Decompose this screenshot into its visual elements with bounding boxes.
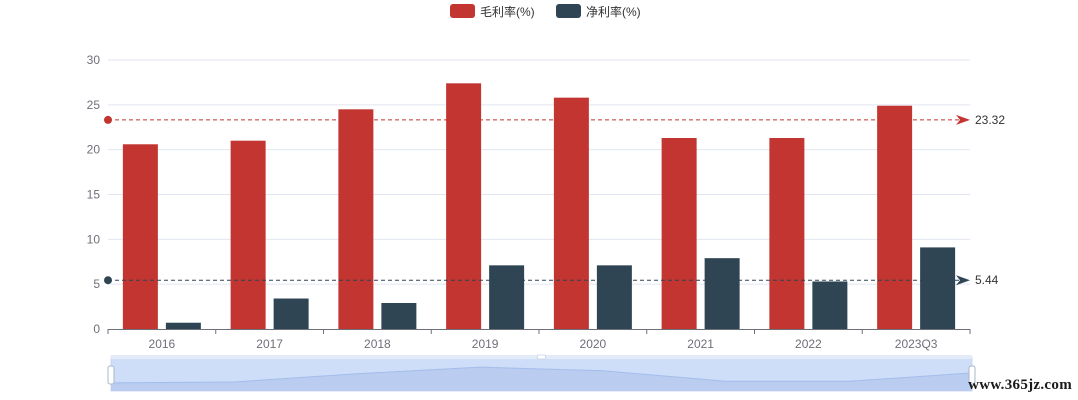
x-tick-label: 2018 <box>364 337 391 351</box>
legend-label: 毛利率(%) <box>480 4 535 19</box>
data-zoom-slider[interactable] <box>107 354 976 392</box>
x-tick-label: 2021 <box>687 337 714 351</box>
mark-line-0: 23.32 <box>104 113 1005 127</box>
bar-net-2017[interactable] <box>273 298 309 329</box>
mark-line-label: 23.32 <box>975 113 1005 127</box>
bar-net-2022[interactable] <box>812 281 848 329</box>
legend-item-1[interactable]: 净利率(%) <box>556 4 641 19</box>
y-tick-label: 20 <box>87 143 101 157</box>
x-tick-label: 2022 <box>795 337 822 351</box>
bar-net-2023Q3[interactable] <box>920 247 956 329</box>
x-tick-label: 2023Q3 <box>895 337 938 351</box>
zoom-right-handle[interactable] <box>968 365 976 385</box>
watermark: www.365jz.com <box>968 377 1072 393</box>
bar-gross-2016[interactable] <box>122 144 158 329</box>
mark-line-1: 5.44 <box>104 273 999 287</box>
legend-swatch <box>556 4 581 18</box>
zoom-preview-line <box>110 366 973 384</box>
y-tick-label: 5 <box>93 277 100 291</box>
y-tick-label: 0 <box>93 322 100 336</box>
zoom-preview-area <box>111 367 972 391</box>
bar-gross-2019[interactable] <box>446 83 482 330</box>
bar-gross-2022[interactable] <box>769 138 805 329</box>
bar-gross-2020[interactable] <box>553 97 589 329</box>
legend-label: 净利率(%) <box>586 4 641 19</box>
bar-net-2019[interactable] <box>489 265 525 329</box>
mark-line-arrow <box>956 114 970 125</box>
y-tick-label: 25 <box>87 98 101 112</box>
x-tick-label: 2020 <box>580 337 607 351</box>
bar-net-2021[interactable] <box>704 258 740 329</box>
zoom-move-handle[interactable] <box>537 354 546 360</box>
legend-item-0[interactable]: 毛利率(%) <box>450 4 535 19</box>
bar-gross-2023Q3[interactable] <box>877 105 913 329</box>
mark-lines: 23.32 5.44 <box>104 113 1005 287</box>
y-tick-label: 10 <box>87 232 101 246</box>
x-tick-label: 2016 <box>149 337 176 351</box>
bars <box>122 83 956 330</box>
bar-gross-2017[interactable] <box>230 140 266 329</box>
x-tick-label: 2019 <box>472 337 499 351</box>
y-tick-label: 30 <box>87 53 101 67</box>
x-tick-label: 2017 <box>256 337 283 351</box>
legend[interactable]: 毛利率(%) 净利率(%) <box>450 4 641 19</box>
bar-net-2016[interactable] <box>165 322 201 329</box>
zoom-left-handle[interactable] <box>107 365 115 385</box>
bar-net-2018[interactable] <box>381 302 417 329</box>
legend-swatch <box>450 4 475 18</box>
mark-line-label: 5.44 <box>975 273 999 287</box>
mark-line-arrow <box>956 275 970 286</box>
y-tick-label: 15 <box>87 188 101 202</box>
bar-gross-2021[interactable] <box>661 138 697 329</box>
bar-net-2020[interactable] <box>596 265 632 329</box>
bar-gross-2018[interactable] <box>338 109 374 329</box>
x-axis: 2016 2017 2018 2019 2020 2021 2022 2023Q3 <box>107 329 971 351</box>
zoom-window[interactable] <box>111 357 972 391</box>
y-axis: 0 5 10 15 20 25 30 <box>87 53 101 336</box>
